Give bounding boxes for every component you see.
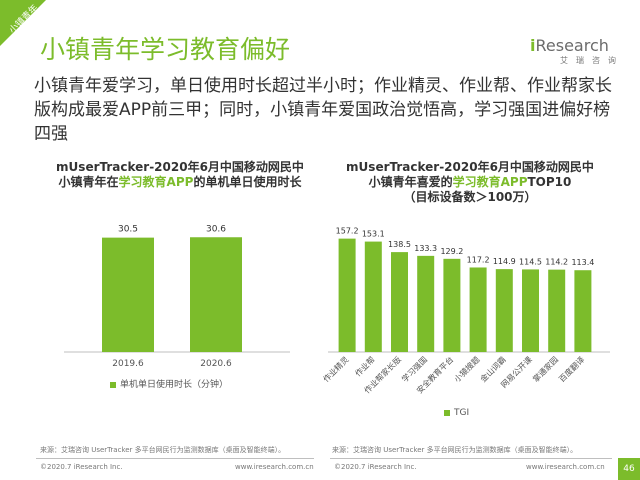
logo-prefix: i [530,36,536,55]
left-bar-value-label: 30.5 [118,225,138,235]
right-legend-label: TGI [454,408,470,418]
left-source-note: 来源：艾瑞咨询 UserTracker 多平台网民行为监测数据库（桌面及智能终端… [40,446,286,454]
right-bar [391,252,408,352]
right-bar [443,258,461,352]
right-category-label: 小猿搜题 [452,354,482,384]
left-footer-copyright: ©2020.7 iResearch Inc. [40,463,123,471]
left-title-pre: 小镇青年在 [58,175,119,189]
right-bar [338,238,356,352]
right-chart-title-line3: （目标设备数＞100万） [403,190,537,204]
right-bar-value-label: 114.2 [545,258,568,267]
left-legend-label: 单机单日使用时长（分钟） [120,380,229,390]
left-bar [190,237,242,352]
left-chart-legend: 单机单日使用时长（分钟） [110,377,228,390]
left-title-highlight: 学习教育APP [118,175,194,189]
page-number: 46 [618,458,640,480]
right-chart-title-line1: mUserTracker-2020年6月中国移动网民中 [346,160,594,174]
logo-subtitle: 艾瑞咨询 [560,56,624,65]
left-chart-title-line1: mUserTracker-2020年6月中国移动网民中 [56,160,304,174]
right-footer-url: www.iresearch.com.cn [526,463,605,471]
right-bar [495,269,513,352]
right-bar [522,269,539,352]
right-bar-value-label: 157.2 [336,227,359,236]
logo-wordmark: iResearch [530,36,609,55]
right-footer-divider [330,458,612,459]
left-title-post: 的单机单日使用时长 [193,175,302,189]
right-category-label: 掌通家园 [530,354,560,384]
right-bar [548,269,566,352]
legend-swatch [444,409,450,416]
right-bar-value-label: 133.3 [414,244,437,253]
left-footer-url: www.iresearch.com.cn [235,463,314,471]
right-bar-value-label: 114.9 [493,257,516,266]
right-source-note: 来源：艾瑞咨询 UserTracker 多平台网民行为监测数据库（桌面及智能终端… [332,446,578,454]
right-chart-title-line2: 小镇青年喜爱的学习教育APPTOP10 [330,175,610,190]
right-bar-value-label: 117.2 [467,255,490,264]
right-bar [417,255,435,352]
right-bar-value-label: 129.2 [440,247,463,256]
logo-name: Research [535,36,609,55]
iresearch-logo: iResearch 艾瑞咨询 [530,36,616,70]
right-bar [574,270,592,352]
left-bar-value-label: 30.6 [206,224,226,234]
left-chart-title-line2: 小镇青年在学习教育APP的单机单日使用时长 [40,175,320,190]
left-bar [102,237,154,352]
right-title-post: TOP10 [527,175,572,189]
left-footer-divider [36,458,314,459]
right-title-pre: 小镇青年喜爱的 [368,175,453,189]
right-bar [469,267,487,352]
right-footer-copyright: ©2020.7 iResearch Inc. [334,463,417,471]
right-bar-value-label: 113.4 [571,258,594,267]
left-category-label: 2020.6 [200,359,232,369]
page-title: 小镇青年学习教育偏好 [40,35,291,64]
right-category-label: 作业帮 [353,354,377,378]
right-bar-value-label: 138.5 [388,240,411,249]
right-title-highlight: 学习教育APP [452,175,528,189]
left-chart-title: mUserTracker-2020年6月中国移动网民中 小镇青年在学习教育APP… [40,160,320,190]
corner-tag [0,0,46,46]
page-subtitle: 小镇青年爱学习，单日使用时长超过半小时；作业精灵、作业帮、作业帮家长版构成最爱A… [34,76,612,144]
right-chart-title: mUserTracker-2020年6月中国移动网民中 小镇青年喜爱的学习教育A… [330,160,610,205]
right-category-label: 作业精灵 [321,354,351,384]
right-bar-value-label: 153.1 [362,230,385,239]
left-category-label: 2019.6 [112,359,144,369]
right-chart-legend: TGI [444,408,469,418]
legend-swatch [110,381,116,388]
right-bar-value-label: 114.5 [519,257,542,266]
right-bar [364,241,382,352]
right-category-label: 百度翻译 [557,354,587,384]
